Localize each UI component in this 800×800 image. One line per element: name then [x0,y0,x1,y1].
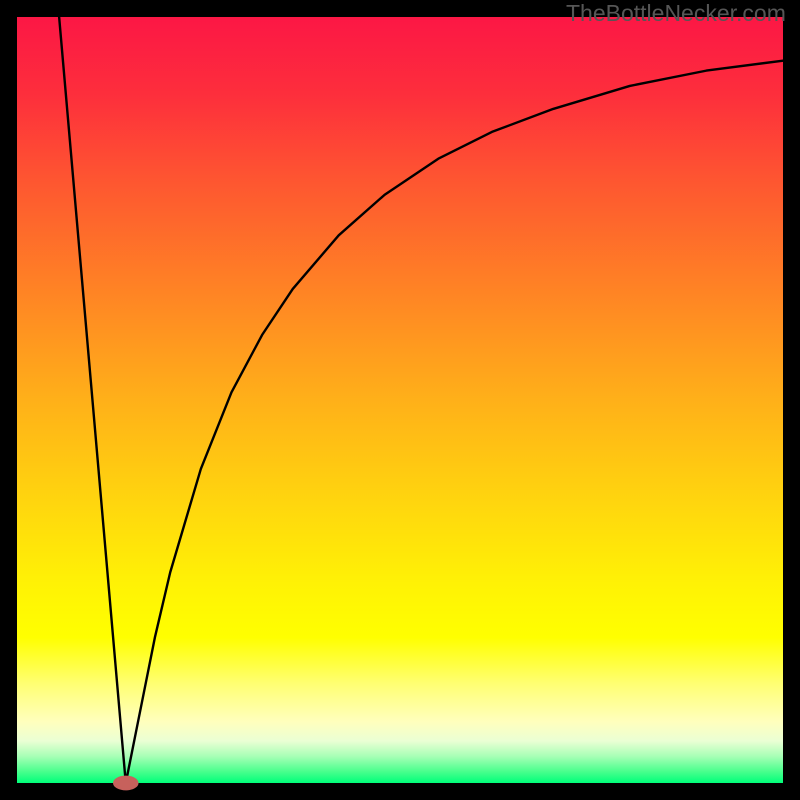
bottleneck-chart [0,0,800,800]
chart-container: TheBottleNecker.com [0,0,800,800]
watermark-text: TheBottleNecker.com [566,0,786,27]
